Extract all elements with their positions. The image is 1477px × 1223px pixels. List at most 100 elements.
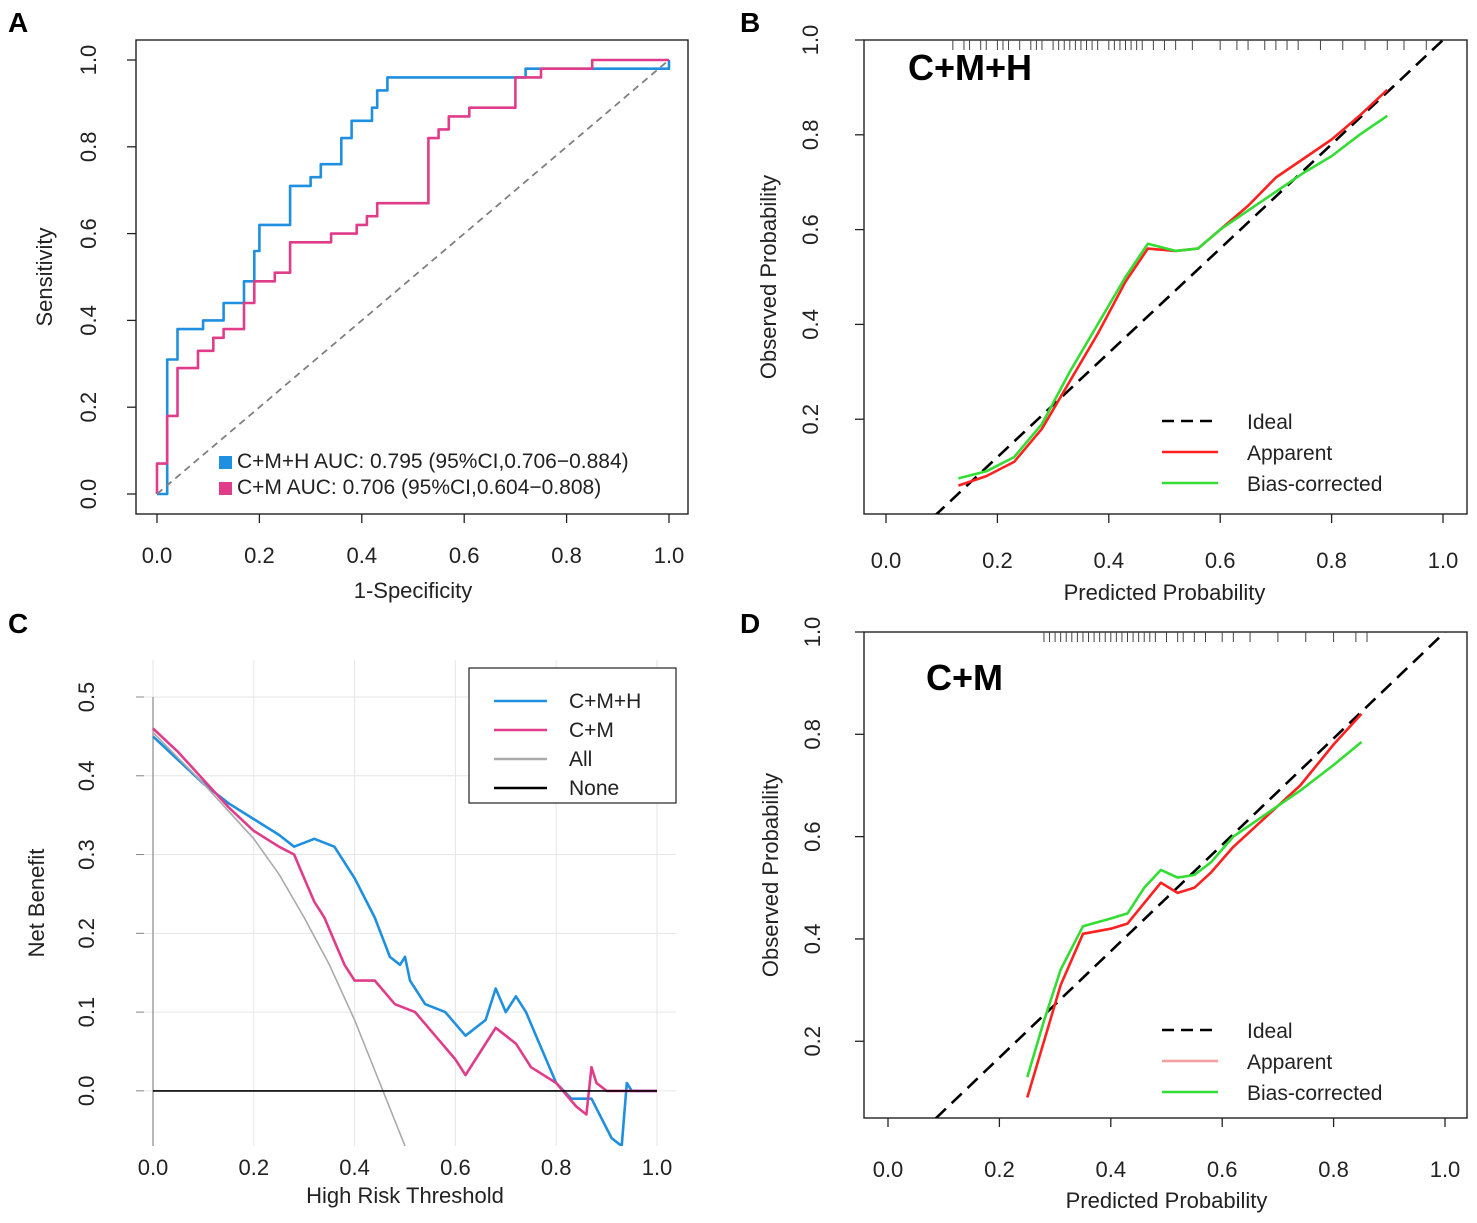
- chart-panel-A: A 0.0 0.2 0.4 0.6 0.8 1.0 0.0 0.2 0.4 0.6 0.8 1.0 1-S…: [8, 7, 689, 603]
- y-axis-title: Observed Probability: [756, 175, 781, 379]
- x-axis-title: 1-Specificity: [354, 578, 473, 603]
- panel-letter: A: [8, 7, 28, 38]
- x-tick-label: 0.4: [347, 543, 378, 568]
- x-tick-label: 0.6: [449, 543, 480, 568]
- series-reference: [156, 59, 670, 495]
- y-tick-label: 0.2: [74, 918, 99, 949]
- x-tick-label: 0.2: [244, 543, 275, 568]
- x-axis-title: Predicted Probability: [1064, 580, 1266, 605]
- series-ideal: [934, 40, 1444, 514]
- panel-title: C+M+H: [908, 47, 1032, 88]
- legend-label: Ideal: [1247, 1020, 1293, 1043]
- x-tick-label: 1.0: [1428, 548, 1459, 573]
- y-tick-label: 1.0: [800, 617, 825, 648]
- legend-label: Bias-corrected: [1247, 473, 1382, 496]
- series-c-m: [155, 58, 669, 494]
- y-tick-label: 0.4: [74, 760, 99, 791]
- plot-frame: [863, 631, 1468, 1119]
- x-tick-label: 0.6: [1205, 548, 1236, 573]
- y-tick-label: 0.2: [76, 392, 101, 423]
- rug: [952, 40, 1427, 50]
- x-tick-label: 1.0: [1430, 1157, 1461, 1182]
- y-tick-label: 0.6: [800, 821, 825, 852]
- x-tick-label: 0.8: [541, 1155, 572, 1180]
- x-tick-label: 0.0: [871, 548, 902, 573]
- plot-frame: [135, 39, 689, 515]
- y-tick-label: 1.0: [798, 25, 823, 56]
- legend-label: Bias-corrected: [1247, 1082, 1382, 1105]
- x-tick-label: 0.2: [239, 1155, 270, 1180]
- x-tick-label: 0.6: [1207, 1157, 1238, 1182]
- legend-label: C+M+H AUC: 0.795 (95%CI,0.706−0.884): [237, 450, 629, 473]
- legend-label: Apparent: [1247, 1051, 1332, 1074]
- x-tick-label: 0.4: [1096, 1157, 1127, 1182]
- x-tick-label: 1.0: [654, 543, 685, 568]
- x-tick-label: 0.0: [873, 1157, 904, 1182]
- legend: Ideal Apparent Bias-corrected: [1162, 1020, 1382, 1105]
- legend-label: C+M AUC: 0.706 (95%CI,0.604−0.808): [237, 476, 601, 499]
- x-axis-title: High Risk Threshold: [306, 1183, 504, 1208]
- legend: Ideal Apparent Bias-corrected: [1162, 411, 1382, 496]
- series-all: [152, 731, 406, 1146]
- series-c-m-h: [157, 60, 671, 496]
- legend-swatch: [219, 456, 232, 469]
- y-tick-label: 0.0: [76, 479, 101, 510]
- y-tick-label: 0.4: [798, 309, 823, 340]
- y-tick-label: 0.8: [800, 719, 825, 750]
- y-tick-label: 1.0: [76, 45, 101, 76]
- y-tick-label: 0.1: [74, 997, 99, 1028]
- legend-label: Apparent: [1247, 442, 1332, 465]
- y-tick-label: 0.6: [76, 218, 101, 249]
- legend-box: [468, 667, 677, 804]
- series-c-m: [152, 727, 657, 1116]
- legend: C+M+H AUC: 0.795 (95%CI,0.706−0.884) C+M …: [219, 450, 629, 499]
- y-tick-label: 0.2: [800, 1026, 825, 1057]
- y-tick-label: 0.4: [76, 305, 101, 336]
- legend-label: C+M: [569, 719, 614, 742]
- y-tick-label: 0.0: [74, 1076, 99, 1107]
- x-tick-label: 0.4: [339, 1155, 370, 1180]
- x-tick-label: 0.6: [440, 1155, 471, 1180]
- x-tick-label: 0.8: [1318, 1157, 1349, 1182]
- x-tick-label: 1.0: [642, 1155, 673, 1180]
- y-axis-title: Sensitivity: [32, 227, 57, 326]
- x-tick-label: 0.0: [142, 543, 173, 568]
- x-tick-label: 0.2: [982, 548, 1013, 573]
- series-bias-corrected: [1026, 740, 1363, 1078]
- panel-letter: C: [8, 608, 28, 639]
- y-tick-label: 0.4: [800, 924, 825, 955]
- y-tick-label: 0.8: [76, 132, 101, 163]
- legend-label: C+M+H: [569, 690, 641, 713]
- legend: C+M+H C+M All None: [468, 667, 677, 804]
- plot-frame: [863, 39, 1468, 515]
- chart-panel-C: C 0.0 0.2 0.4 0.6 0.8 1.0 0.0 0.1 0.2 0.3 0.4 0.5 Hig…: [8, 608, 677, 1208]
- rug: [1043, 632, 1368, 642]
- chart-panel-D: D 0.0 0.2 0.4 0.6 0.8 1.0 0.2 0.4 0.6 0.8 1.0 Predic…: [740, 608, 1468, 1213]
- panel-letter: B: [740, 7, 760, 38]
- y-tick-label: 0.5: [74, 682, 99, 713]
- y-tick-label: 0.2: [798, 404, 823, 435]
- x-tick-label: 0.2: [984, 1157, 1015, 1182]
- panel-letter: D: [740, 608, 760, 639]
- legend-label: None: [569, 777, 619, 800]
- y-tick-label: 0.6: [798, 214, 823, 245]
- series-bias-corrected: [958, 114, 1389, 480]
- chart-panel-B: B 0.0 0.2 0.4 0.6 0.8 1.0 0.2 0.4 0.6 0.8 1.0 Predic…: [740, 7, 1468, 605]
- legend-swatch: [219, 482, 232, 495]
- y-axis-title: Net Benefit: [24, 849, 49, 958]
- series-apparent: [1026, 713, 1363, 1098]
- y-tick-label: 0.3: [74, 839, 99, 870]
- x-tick-label: 0.4: [1094, 548, 1125, 573]
- legend-label: All: [569, 748, 592, 771]
- series-apparent: [957, 88, 1389, 487]
- series-ideal: [934, 632, 1446, 1118]
- legend-label: Ideal: [1247, 411, 1293, 434]
- y-tick-label: 0.8: [798, 120, 823, 151]
- y-axis-title: Observed Probability: [758, 773, 783, 977]
- panel-title: C+M: [926, 657, 1003, 698]
- x-tick-label: 0.8: [1316, 548, 1347, 573]
- x-axis-title: Predicted Probability: [1066, 1188, 1268, 1213]
- x-tick-label: 0.8: [551, 543, 582, 568]
- x-tick-label: 0.0: [138, 1155, 169, 1180]
